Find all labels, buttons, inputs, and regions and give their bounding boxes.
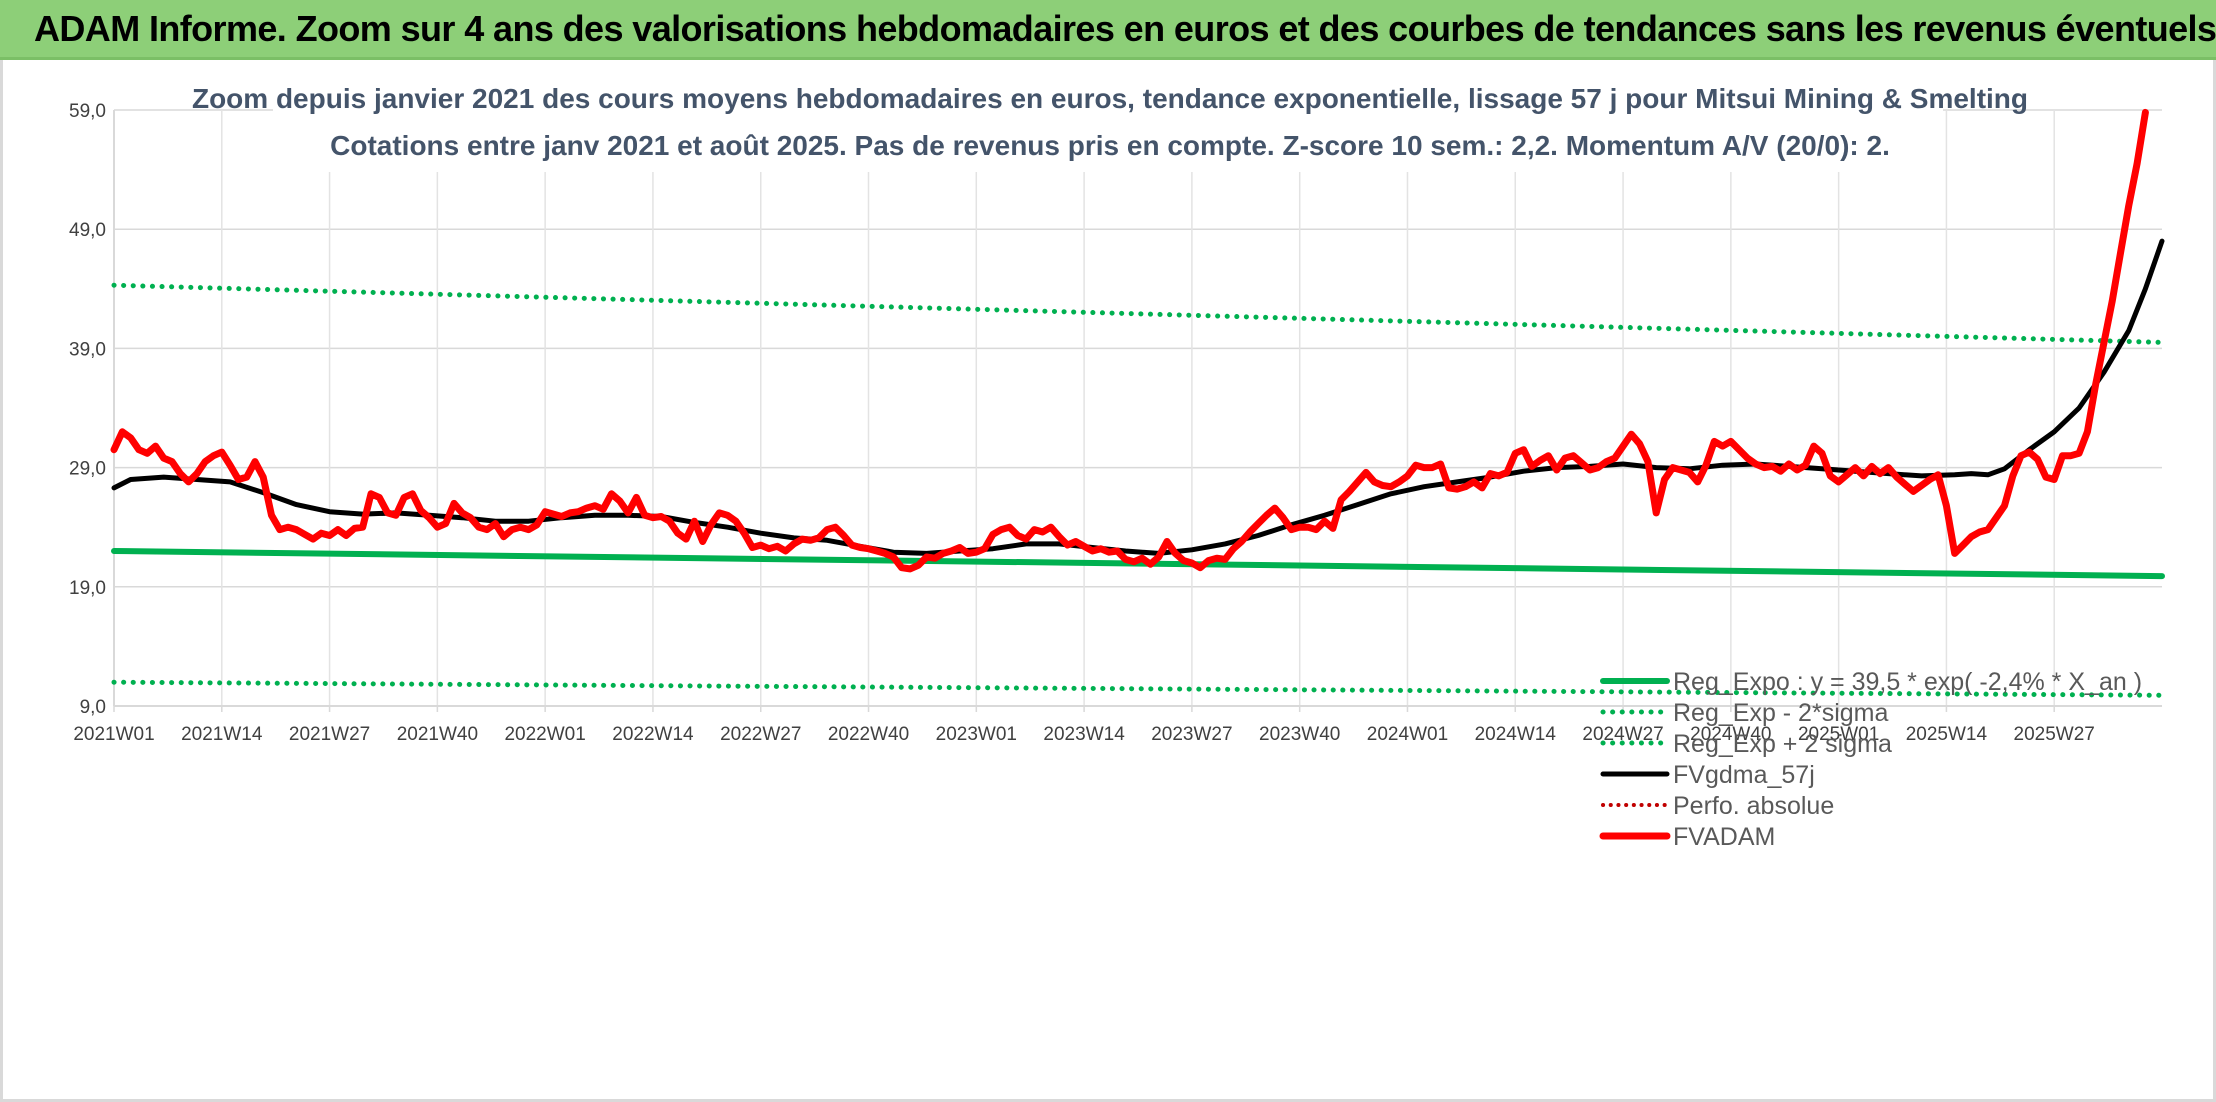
series-line-1 [111, 679, 2165, 698]
x-tick-label: 2021W40 [397, 724, 478, 745]
series-line-5 [110, 108, 2149, 573]
series [110, 108, 2165, 698]
series-line-2 [111, 282, 2165, 345]
axes [113, 110, 2162, 707]
x-tick-label: 2022W01 [504, 724, 585, 745]
legend-label-4: Perfo. absolue [1673, 792, 1834, 820]
title-background [273, 60, 1943, 172]
x-tick-label: 2022W40 [828, 724, 909, 745]
chart-title: Zoom depuis janvier 2021 des cours moyen… [192, 83, 2028, 114]
tick-labels: 59,0 49,0 39,0 29,0 19,0 9,0 2021W01 2021W14 202… [69, 101, 2095, 745]
y-tick-label: 29,0 [69, 459, 106, 480]
chart-titles: Zoom depuis janvier 2021 des cours moyen… [192, 60, 2028, 172]
header-banner: ADAM Informe. Zoom sur 4 ans des valoris… [0, 0, 2216, 60]
legend: Reg_Expo : y = 39,5 * exp( -2,4% * X_an … [1599, 668, 2142, 851]
x-tick-label: 2021W27 [289, 724, 370, 745]
x-tick-label: 2024W01 [1367, 724, 1448, 745]
x-tick-label: 2023W14 [1043, 724, 1125, 745]
x-tick-label: 2024W14 [1475, 724, 1557, 745]
x-tick-label: 2021W14 [181, 724, 263, 745]
x-tick-label: 2021W01 [73, 724, 154, 745]
x-tick-label: 2023W27 [1151, 724, 1232, 745]
series-line-3 [111, 238, 2165, 556]
x-tick-label: 2023W40 [1259, 724, 1340, 745]
page-title: ADAM Informe. Zoom sur 4 ans des valoris… [34, 8, 2216, 49]
legend-label-1: Reg_Exp - 2*sigma [1673, 699, 1888, 727]
y-tick-label: 49,0 [69, 220, 106, 241]
x-tick-label: 2025W01 [1798, 724, 1879, 745]
x-tick-label: 2025W14 [1906, 724, 1988, 745]
legend-label-5: FVADAM [1673, 823, 1775, 851]
x-tick-label: 2023W01 [936, 724, 1017, 745]
chart-subtitle: Cotations entre janv 2021 et août 2025. … [330, 130, 1890, 161]
legend-label-0: Reg_Expo : y = 39,5 * exp( -2,4% * X_an … [1673, 668, 2142, 696]
y-tick-label: 9,0 [80, 697, 106, 718]
chart-svg: 59,0 49,0 39,0 29,0 19,0 9,0 2021W01 2021W14 202… [69, 60, 2165, 851]
x-tick-label: 2022W27 [720, 724, 801, 745]
y-tick-label: 39,0 [69, 339, 106, 360]
x-tick-label: 2024W40 [1690, 724, 1771, 745]
chart-area: 59,0 49,0 39,0 29,0 19,0 9,0 2021W01 2021W14 202… [0, 60, 2216, 1102]
y-tick-label: 19,0 [69, 578, 106, 599]
x-tick-label: 2025W27 [2014, 724, 2095, 745]
grid [113, 109, 2162, 712]
legend-label-3: FVgdma_57j [1673, 761, 1815, 789]
y-tick-label: 59,0 [69, 101, 106, 122]
x-tick-label: 2022W14 [612, 724, 694, 745]
legend-label-2: Reg_Exp + 2 sigma [1673, 730, 1892, 758]
x-tick-label: 2024W27 [1582, 724, 1663, 745]
